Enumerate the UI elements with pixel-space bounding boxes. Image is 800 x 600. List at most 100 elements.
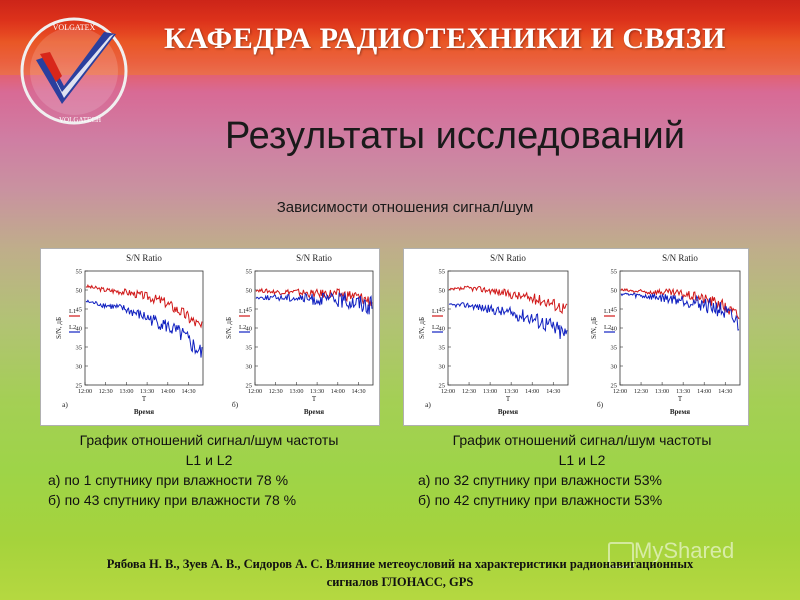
- caption-left-line2: L1 и L2: [185, 452, 233, 468]
- y-tick-label: 55: [439, 269, 446, 276]
- y-tick-label: 30: [76, 364, 83, 371]
- y-tick-label: 35: [246, 345, 253, 352]
- plot-frame: [254, 270, 374, 386]
- footer-line2: сигналов ГЛОНАСС, GPS: [326, 575, 474, 589]
- y-tick-label: 55: [611, 269, 618, 276]
- y-tick-label: 30: [246, 364, 253, 371]
- y-tick-label: 45: [76, 307, 83, 314]
- y-tick-label: 50: [611, 288, 618, 295]
- caption-left-b: б) по 43 спутнику при влажности 78 %: [48, 492, 297, 508]
- y-tick-label: 45: [611, 307, 618, 314]
- legend-l2-label: L2: [239, 324, 246, 331]
- y-tick-label: 55: [76, 269, 83, 276]
- x-tick-label: 14:30: [718, 388, 732, 395]
- volgatech-logo: VOLGATEX VOLGATECH: [20, 17, 128, 125]
- x-tick-label: 13:30: [676, 388, 690, 395]
- x-axis-symbol: T: [142, 395, 147, 403]
- chart-title: S/N Ratio: [662, 253, 698, 263]
- x-tick-label: 13:30: [140, 388, 154, 395]
- legend-l1-label: L1: [604, 308, 611, 315]
- plot-frame: [447, 270, 569, 386]
- y-axis-label: S/N, дБ: [55, 317, 63, 339]
- chart-left-a: S/N Ratio 55 50 45 40 35 30 25 S/N, дБ L1 L2 12:00 1…: [55, 253, 204, 416]
- logo-text-top: VOLGATEX: [53, 23, 96, 32]
- x-tick-label: 14:00: [697, 388, 711, 395]
- caption-right-b: б) по 42 спутнику при влажности 53%: [418, 492, 663, 508]
- y-tick-label: 35: [611, 345, 618, 352]
- x-tick-label: 13:00: [483, 388, 497, 395]
- figure-left: S/N Ratio 55 50 45 40 35 30 25 S/N, дБ L1 L2 12:00 1…: [40, 248, 380, 426]
- y-tick-label: 45: [439, 307, 446, 314]
- y-axis-label: S/N, дБ: [418, 317, 426, 339]
- x-tick-label: 13:00: [655, 388, 669, 395]
- y-tick-label: 35: [76, 345, 83, 352]
- y-tick-label: 35: [439, 345, 446, 352]
- legend-l2-label: L2: [69, 324, 76, 331]
- caption-right-a: а) по 32 спутнику при влажности 53%: [418, 472, 662, 488]
- x-tick-label: 14:00: [525, 388, 539, 395]
- y-tick-label: 40: [439, 326, 446, 333]
- checkmark-logo-icon: [36, 32, 116, 104]
- x-tick-label: 12:30: [462, 388, 476, 395]
- y-axis-label: S/N, дБ: [590, 317, 598, 339]
- y-tick-label: 50: [246, 288, 253, 295]
- caption-right-line1: График отношений сигнал/шум частоты: [452, 432, 712, 448]
- x-axis-symbol: T: [506, 395, 511, 403]
- checkmark-stripe: [44, 34, 114, 98]
- checkmark-red-stripe: [40, 52, 62, 82]
- figure-right-svg: S/N Ratio 55 50 45 40 35 30 25 S/N, дБ L1 L2 12:00 1…: [418, 253, 741, 416]
- y-tick-label: 25: [76, 383, 83, 390]
- x-tick-label: 13:00: [289, 388, 303, 395]
- y-tick-label: 40: [76, 326, 83, 333]
- watermark-icon: [608, 542, 634, 568]
- y-tick-label: 25: [246, 383, 253, 390]
- x-axis-label: Время: [670, 408, 690, 416]
- x-axis-label: Время: [498, 408, 518, 416]
- x-tick-label: 12:00: [78, 388, 92, 395]
- legend-l2-label: L2: [604, 324, 611, 331]
- caption-left: График отношений сигнал/шум частоты L1 и…: [40, 430, 378, 510]
- x-tick-label: 14:30: [546, 388, 560, 395]
- x-axis-symbol: T: [678, 395, 683, 403]
- caption-left-line1: График отношений сигнал/шум частоты: [79, 432, 339, 448]
- footer-line1: Рябова Н. В., Зуев А. В., Сидоров А. С. …: [106, 557, 694, 571]
- y-tick-label: 50: [439, 288, 446, 295]
- department-title: КАФЕДРА РАДИОТЕХНИКИ И СВЯЗИ: [164, 22, 726, 55]
- caption-right-line2: L1 и L2: [558, 452, 606, 468]
- chart-right-b: S/N Ratio 55 50 45 40 35 30 25 S/N, дБ L1 L2 12:00 1…: [590, 253, 741, 416]
- x-tick-label: 12:30: [634, 388, 648, 395]
- chart-left-b: S/N Ratio 55 50 45 40 35 30 25 S/N, дБ L1 L2 12:00 1…: [225, 253, 374, 416]
- y-tick-label: 55: [246, 269, 253, 276]
- x-axis-label: Время: [134, 408, 154, 416]
- series-line-l1: [448, 285, 568, 315]
- y-tick-label: 40: [611, 326, 618, 333]
- series-line-l1: [85, 284, 203, 329]
- x-tick-label: 14:30: [351, 388, 365, 395]
- series-line-l2: [448, 302, 568, 340]
- slide-subtitle: Зависимости отношения сигнал/шум: [276, 199, 534, 216]
- x-tick-label: 12:00: [248, 388, 262, 395]
- x-tick-label: 12:30: [99, 388, 113, 395]
- series-line-l2: [85, 299, 203, 358]
- panel-label: а): [425, 400, 431, 409]
- panel-label: а): [62, 400, 68, 409]
- chart-title: S/N Ratio: [126, 253, 162, 263]
- x-axis-symbol: T: [312, 395, 317, 403]
- x-tick-label: 14:30: [181, 388, 195, 395]
- x-tick-label: 12:30: [269, 388, 283, 395]
- legend-l1-label: L1: [432, 308, 439, 315]
- chart-title: S/N Ratio: [490, 253, 526, 263]
- legend-l2-label: L2: [432, 324, 439, 331]
- y-tick-label: 25: [611, 383, 618, 390]
- footer-citation: Рябова Н. В., Зуев А. В., Сидоров А. С. …: [0, 555, 800, 591]
- watermark: MyShared: [634, 538, 735, 563]
- series-line-l2: [620, 292, 740, 331]
- chart-right-a: S/N Ratio 55 50 45 40 35 30 25 S/N, дБ L1 L2 12:00 1…: [418, 253, 569, 416]
- caption-right: График отношений сигнал/шум частоты L1 и…: [410, 430, 754, 510]
- x-axis-label: Время: [304, 408, 324, 416]
- x-tick-label: 12:00: [613, 388, 627, 395]
- y-tick-label: 45: [246, 307, 253, 314]
- y-tick-label: 30: [439, 364, 446, 371]
- x-tick-label: 13:00: [119, 388, 133, 395]
- series-line-l2: [255, 292, 373, 315]
